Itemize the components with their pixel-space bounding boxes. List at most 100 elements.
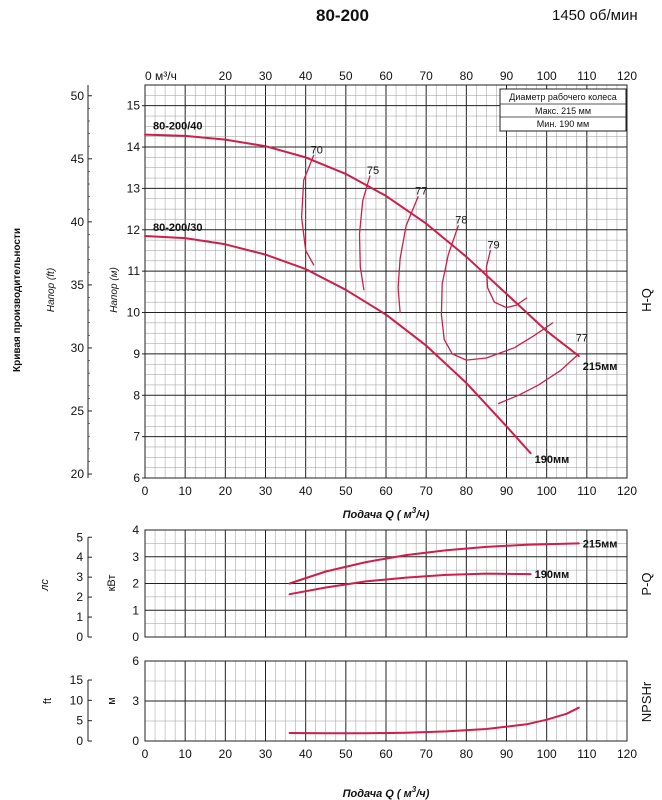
hq-y-tick: 6 [133, 471, 140, 485]
pq-curve-max [288, 542, 580, 585]
hq-frame [144, 84, 628, 479]
hq-side-label: H-Q [639, 288, 654, 312]
top-axis-unit-label: 0 м³/ч [145, 69, 177, 83]
hq-y-tick: 10 [127, 306, 141, 320]
hq-x-tick: 70 [419, 484, 433, 498]
efficiency-contour-78 [440, 225, 554, 361]
npsh-ft-axis-title: ft [42, 698, 54, 704]
hq-x-top-tick: 30 [259, 69, 273, 83]
head-ft-axis-title: Напор (ft) [46, 268, 57, 312]
legend-min: Мин. 190 мм [537, 119, 589, 129]
pq-hp-tick: 4 [76, 550, 83, 564]
npsh-x-tick: 60 [379, 747, 393, 761]
pq-y-tick: 2 [132, 577, 139, 591]
efficiency-label: 75 [367, 165, 379, 177]
pq-hp-tick: 1 [76, 610, 83, 624]
hq-ft-tick: 45 [71, 152, 85, 166]
pq-hp-tick: 2 [76, 590, 83, 604]
hq-x-top-tick: 40 [299, 69, 313, 83]
npshr-curve [288, 706, 580, 735]
npsh-x-tick: 20 [219, 747, 233, 761]
head-m-axis-title: Напор (м) [109, 267, 120, 313]
efficiency-label: 78 [455, 215, 467, 227]
npsh-ft-tick: 5 [76, 714, 83, 728]
hq-ft-tick: 30 [71, 341, 85, 355]
pq-y-tick: 3 [132, 550, 139, 564]
hq-series-label: 80-200/30 [153, 222, 203, 234]
hq-ft-tick: 25 [71, 404, 85, 418]
npsh-x-axis-title: Подача Q ( м3/ч) [343, 785, 430, 800]
hq-ft-tick: 35 [71, 278, 85, 292]
hq-x-tick: 30 [259, 484, 273, 498]
hq-x-tick: 100 [537, 484, 557, 498]
efficiency-contour-77 [397, 196, 419, 314]
hq-ft-tick: 40 [71, 215, 85, 229]
hq-x-tick: 40 [299, 484, 313, 498]
npsh-m-axis-title: м [106, 697, 118, 705]
efficiency-label: 77 [415, 186, 427, 198]
hq-x-tick: 90 [500, 484, 514, 498]
hq-y-tick: 13 [127, 181, 141, 195]
npsh-x-tick: 100 [537, 747, 557, 761]
hq-x-top-tick: 50 [339, 69, 353, 83]
hq-y-tick: 8 [133, 388, 140, 402]
pq-hp-tick: 0 [76, 630, 83, 644]
hq-curve-max [144, 133, 580, 357]
npsh-ft-tick: 0 [76, 734, 83, 748]
npshr-side-label: NPSHr [639, 681, 654, 722]
npsh-x-tick: 30 [259, 747, 273, 761]
pq-y-tick: 0 [132, 630, 139, 644]
pq-frame [144, 529, 628, 638]
power-kw-axis-title: кВт [106, 575, 118, 592]
hq-ft-tick: 50 [71, 89, 85, 103]
pq-y-tick: 4 [132, 523, 139, 537]
impeller-diameter-legend: Диаметр рабочего колеса Макс. 215 мм Мин… [499, 88, 627, 132]
hq-x-top-tick: 80 [460, 69, 474, 83]
efficiency-contour-77 [497, 353, 580, 405]
hq-y-tick: 9 [133, 347, 140, 361]
npsh-y-tick: 3 [132, 694, 139, 708]
pq-end-label: 215мм [583, 538, 618, 550]
page-title: 80-200 [316, 6, 369, 25]
npsh-x-tick: 120 [617, 747, 637, 761]
pq-hp-tick: 5 [76, 530, 83, 544]
hq-x-tick: 80 [460, 484, 474, 498]
hq-ft-tick: 20 [71, 467, 85, 481]
npsh-ft-tick: 15 [70, 673, 84, 687]
hq-y-tick: 15 [127, 99, 141, 113]
npsh-x-tick: 10 [178, 747, 192, 761]
hq-x-top-tick: 90 [500, 69, 514, 83]
hq-y-tick: 12 [127, 223, 141, 237]
npsh-x-tick: 110 [577, 747, 596, 761]
hq-x-top-tick: 100 [537, 69, 557, 83]
hq-y-tick: 14 [127, 140, 141, 154]
hq-y-tick: 7 [133, 430, 140, 444]
pq-y-tick: 1 [132, 603, 139, 617]
npsh-x-tick: 0 [142, 747, 149, 761]
hq-x-top-tick: 70 [419, 69, 433, 83]
npsh-x-tick: 50 [339, 747, 353, 761]
hq-x-axis-title: Подача Q ( м3/ч) [343, 506, 430, 521]
hq-x-tick: 10 [178, 484, 192, 498]
efficiency-label: 79 [487, 239, 499, 251]
hq-y-tick: 11 [128, 264, 141, 278]
efficiency-label: 70 [311, 144, 323, 156]
npsh-frame [144, 660, 628, 742]
npsh-y-tick: 6 [132, 654, 139, 668]
npsh-ft-tick: 10 [70, 693, 84, 707]
performance-curve-label: Кривая производительности [12, 228, 23, 372]
hq-x-top-tick: 120 [617, 69, 637, 83]
pq-end-label: 190мм [535, 569, 570, 581]
legend-title: Диаметр рабочего колеса [509, 92, 617, 102]
hq-x-top-tick: 110 [577, 69, 596, 83]
speed-label: 1450 об/мин [552, 7, 638, 24]
efficiency-contour-79 [485, 249, 528, 309]
power-hp-axis-title: лс [39, 579, 51, 592]
hq-x-tick: 110 [577, 484, 596, 498]
hq-x-tick: 60 [379, 484, 393, 498]
hq-x-tick: 0 [142, 484, 149, 498]
efficiency-label: 77 [576, 333, 588, 345]
hq-x-tick: 50 [339, 484, 353, 498]
